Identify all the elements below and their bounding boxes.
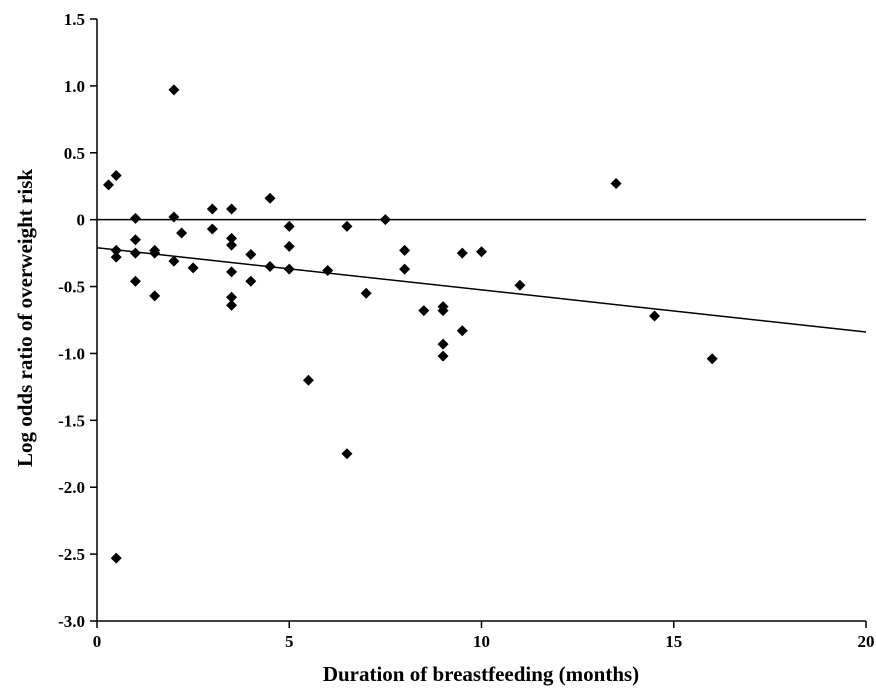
regression-line [96, 247, 867, 333]
data-point [226, 203, 238, 215]
data-points [103, 84, 718, 564]
data-point [341, 220, 353, 232]
data-point [226, 299, 238, 311]
data-point [129, 275, 141, 287]
data-point [514, 279, 526, 291]
data-point [649, 310, 661, 322]
data-point [110, 244, 122, 256]
data-point [149, 247, 161, 259]
data-point [168, 84, 180, 96]
y-tick-label: -3.0 [58, 612, 85, 631]
data-point [264, 192, 276, 204]
data-point [129, 247, 141, 259]
y-tick-label: -2.0 [58, 478, 85, 497]
data-point [706, 353, 718, 365]
data-point [379, 214, 391, 226]
data-point [226, 232, 238, 244]
data-point [103, 179, 115, 191]
data-point [206, 223, 218, 235]
data-point [322, 265, 334, 277]
data-point [110, 170, 122, 182]
data-point [245, 248, 257, 260]
y-tick-label: -1.5 [58, 411, 85, 430]
y-tick-label: 1.0 [64, 77, 85, 96]
data-point [264, 260, 276, 272]
data-point [437, 338, 449, 350]
data-point [399, 244, 411, 256]
y-tick-label: -0.5 [58, 278, 85, 297]
data-point [399, 263, 411, 275]
data-point [283, 240, 295, 252]
data-point [168, 255, 180, 267]
data-point [226, 266, 238, 278]
data-point [341, 448, 353, 460]
data-point [437, 305, 449, 317]
data-point [226, 239, 238, 251]
y-tick-label: 0 [77, 211, 86, 230]
data-point [176, 227, 188, 239]
data-point [206, 203, 218, 215]
data-point [110, 552, 122, 564]
x-axis-ticks: 0 5 10 15 20 [93, 621, 875, 651]
data-point [149, 290, 161, 302]
data-point [437, 350, 449, 362]
x-tick-label: 10 [473, 632, 490, 651]
plot-area [96, 84, 867, 564]
x-tick-label: 15 [665, 632, 682, 651]
data-point [302, 374, 314, 386]
y-tick-label: -1.0 [58, 344, 85, 363]
x-tick-label: 0 [93, 632, 102, 651]
x-tick-label: 20 [858, 632, 875, 651]
y-axis-ticks: 1.5 1.0 0.5 0 -0.5 -1.0 -1.5 -2.0 -2.5 -3.0 [58, 10, 97, 631]
data-point [226, 291, 238, 303]
data-point [283, 263, 295, 275]
data-point [110, 251, 122, 263]
data-point [360, 287, 372, 299]
y-tick-label: 1.5 [64, 10, 85, 29]
y-axis-title: Log odds ratio of overweight risk [13, 169, 37, 467]
data-point [129, 212, 141, 224]
data-point [129, 234, 141, 246]
y-tick-label: 0.5 [64, 144, 85, 163]
data-point [456, 247, 468, 259]
data-point [187, 262, 199, 274]
x-tick-label: 5 [285, 632, 294, 651]
y-tick-label: -2.5 [58, 545, 85, 564]
data-point [168, 211, 180, 223]
y-axis: 1.5 1.0 0.5 0 -0.5 -1.0 -1.5 -2.0 -2.5 -3.0 [58, 10, 98, 631]
data-point [476, 246, 487, 258]
x-axis: 0 5 10 15 20 [93, 620, 875, 651]
data-point [456, 325, 468, 337]
data-point [418, 305, 430, 317]
x-axis-title: Duration of breastfeeding (months) [323, 662, 639, 686]
data-point [245, 275, 257, 287]
data-point [610, 178, 622, 190]
data-point [283, 220, 295, 232]
